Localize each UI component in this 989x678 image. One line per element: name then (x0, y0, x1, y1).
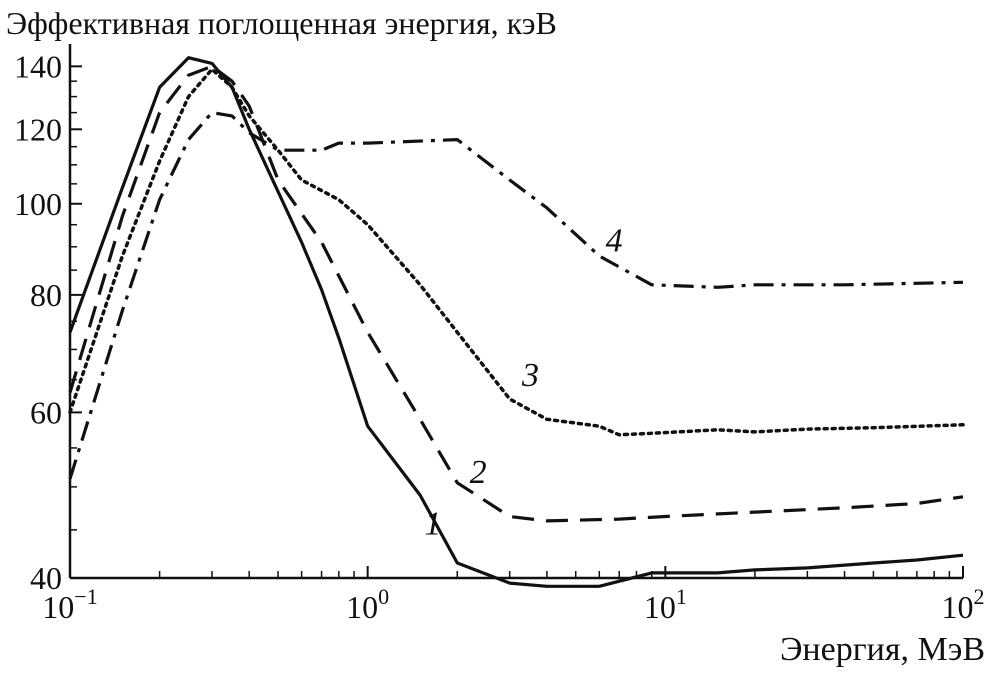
y-axis-label: Эффективная поглощенная энергия, кэВ (6, 5, 557, 41)
axes (68, 44, 963, 580)
series-label-3: 3 (521, 357, 539, 394)
ticks: 10−1 100 101 102 40 60 80 100 120 140 (14, 48, 985, 625)
series-line-4 (68, 111, 964, 480)
series-label-2: 2 (470, 454, 487, 491)
series-label-4: 4 (606, 222, 623, 259)
y-tick-label: 120 (14, 111, 62, 147)
x-tick-label: 10−1 (42, 584, 97, 625)
x-tick-label: 102 (942, 584, 985, 625)
x-axis-label: Энергия, МэВ (780, 631, 985, 668)
series-line-2 (68, 64, 964, 523)
y-tick-label: 100 (14, 186, 62, 222)
series-line-3 (68, 67, 965, 437)
y-tick-label: 40 (30, 560, 62, 596)
series-labels: 12 3 4 (424, 222, 622, 542)
series-label-1: 1 (424, 505, 441, 542)
series-group (68, 56, 965, 588)
y-tick-label: 60 (30, 394, 62, 430)
y-tick-label: 80 (30, 277, 62, 313)
x-tick-label: 101 (644, 584, 687, 625)
series-line-1 (68, 56, 964, 588)
x-tick-label: 100 (346, 584, 389, 625)
y-tick-label: 140 (14, 48, 62, 84)
